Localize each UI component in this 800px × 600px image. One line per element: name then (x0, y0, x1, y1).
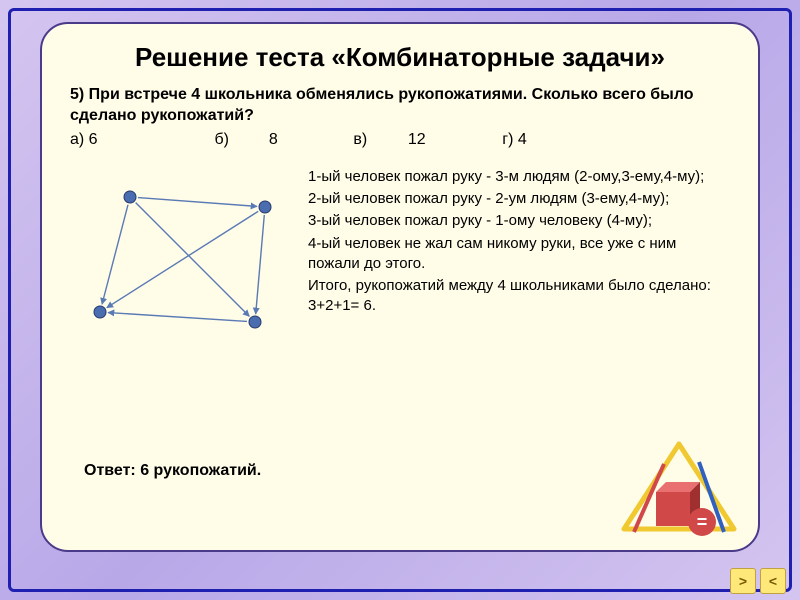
nav-buttons: > < (730, 568, 786, 594)
option-b-value: 8 (269, 131, 349, 149)
explanation-line: 2-ый человек пожал руку - 2-ум людям (3-… (308, 189, 730, 209)
final-answer: Ответ: 6 рукопожатий. (84, 462, 261, 480)
prev-button[interactable]: < (760, 568, 786, 594)
content-row: 1-ый человек пожал руку - 3-м людям (2-о… (70, 167, 730, 347)
content-card: Решение теста «Комбинаторные задачи» 5) … (40, 22, 760, 552)
option-c-value: 12 (408, 131, 498, 149)
page-title: Решение теста «Комбинаторные задачи» (70, 42, 730, 73)
next-button[interactable]: > (730, 568, 756, 594)
explanation-line: 4-ый человек не жал сам никому руки, все… (308, 234, 730, 275)
decorative-math-icon: = (614, 434, 744, 544)
option-a: а) 6 (70, 131, 210, 149)
option-c-label: в) (353, 131, 403, 149)
answer-options: а) 6 б) 8 в) 12 г) 4 (70, 131, 730, 149)
explanation-line: 3-ый человек пожал руку - 1-ому человеку… (308, 211, 730, 231)
explanation-line: Итого, рукопожатий между 4 школьниками б… (308, 276, 730, 317)
option-d: г) 4 (502, 131, 527, 149)
svg-text:=: = (697, 512, 708, 532)
explanation-block: 1-ый человек пожал руку - 3-м людям (2-о… (308, 167, 730, 319)
handshake-graph (70, 167, 290, 347)
question-text: 5) При встрече 4 школьника обменялись ру… (70, 85, 730, 127)
explanation-line: 1-ый человек пожал руку - 3-м людям (2-о… (308, 167, 730, 187)
option-b-label: б) (214, 131, 264, 149)
